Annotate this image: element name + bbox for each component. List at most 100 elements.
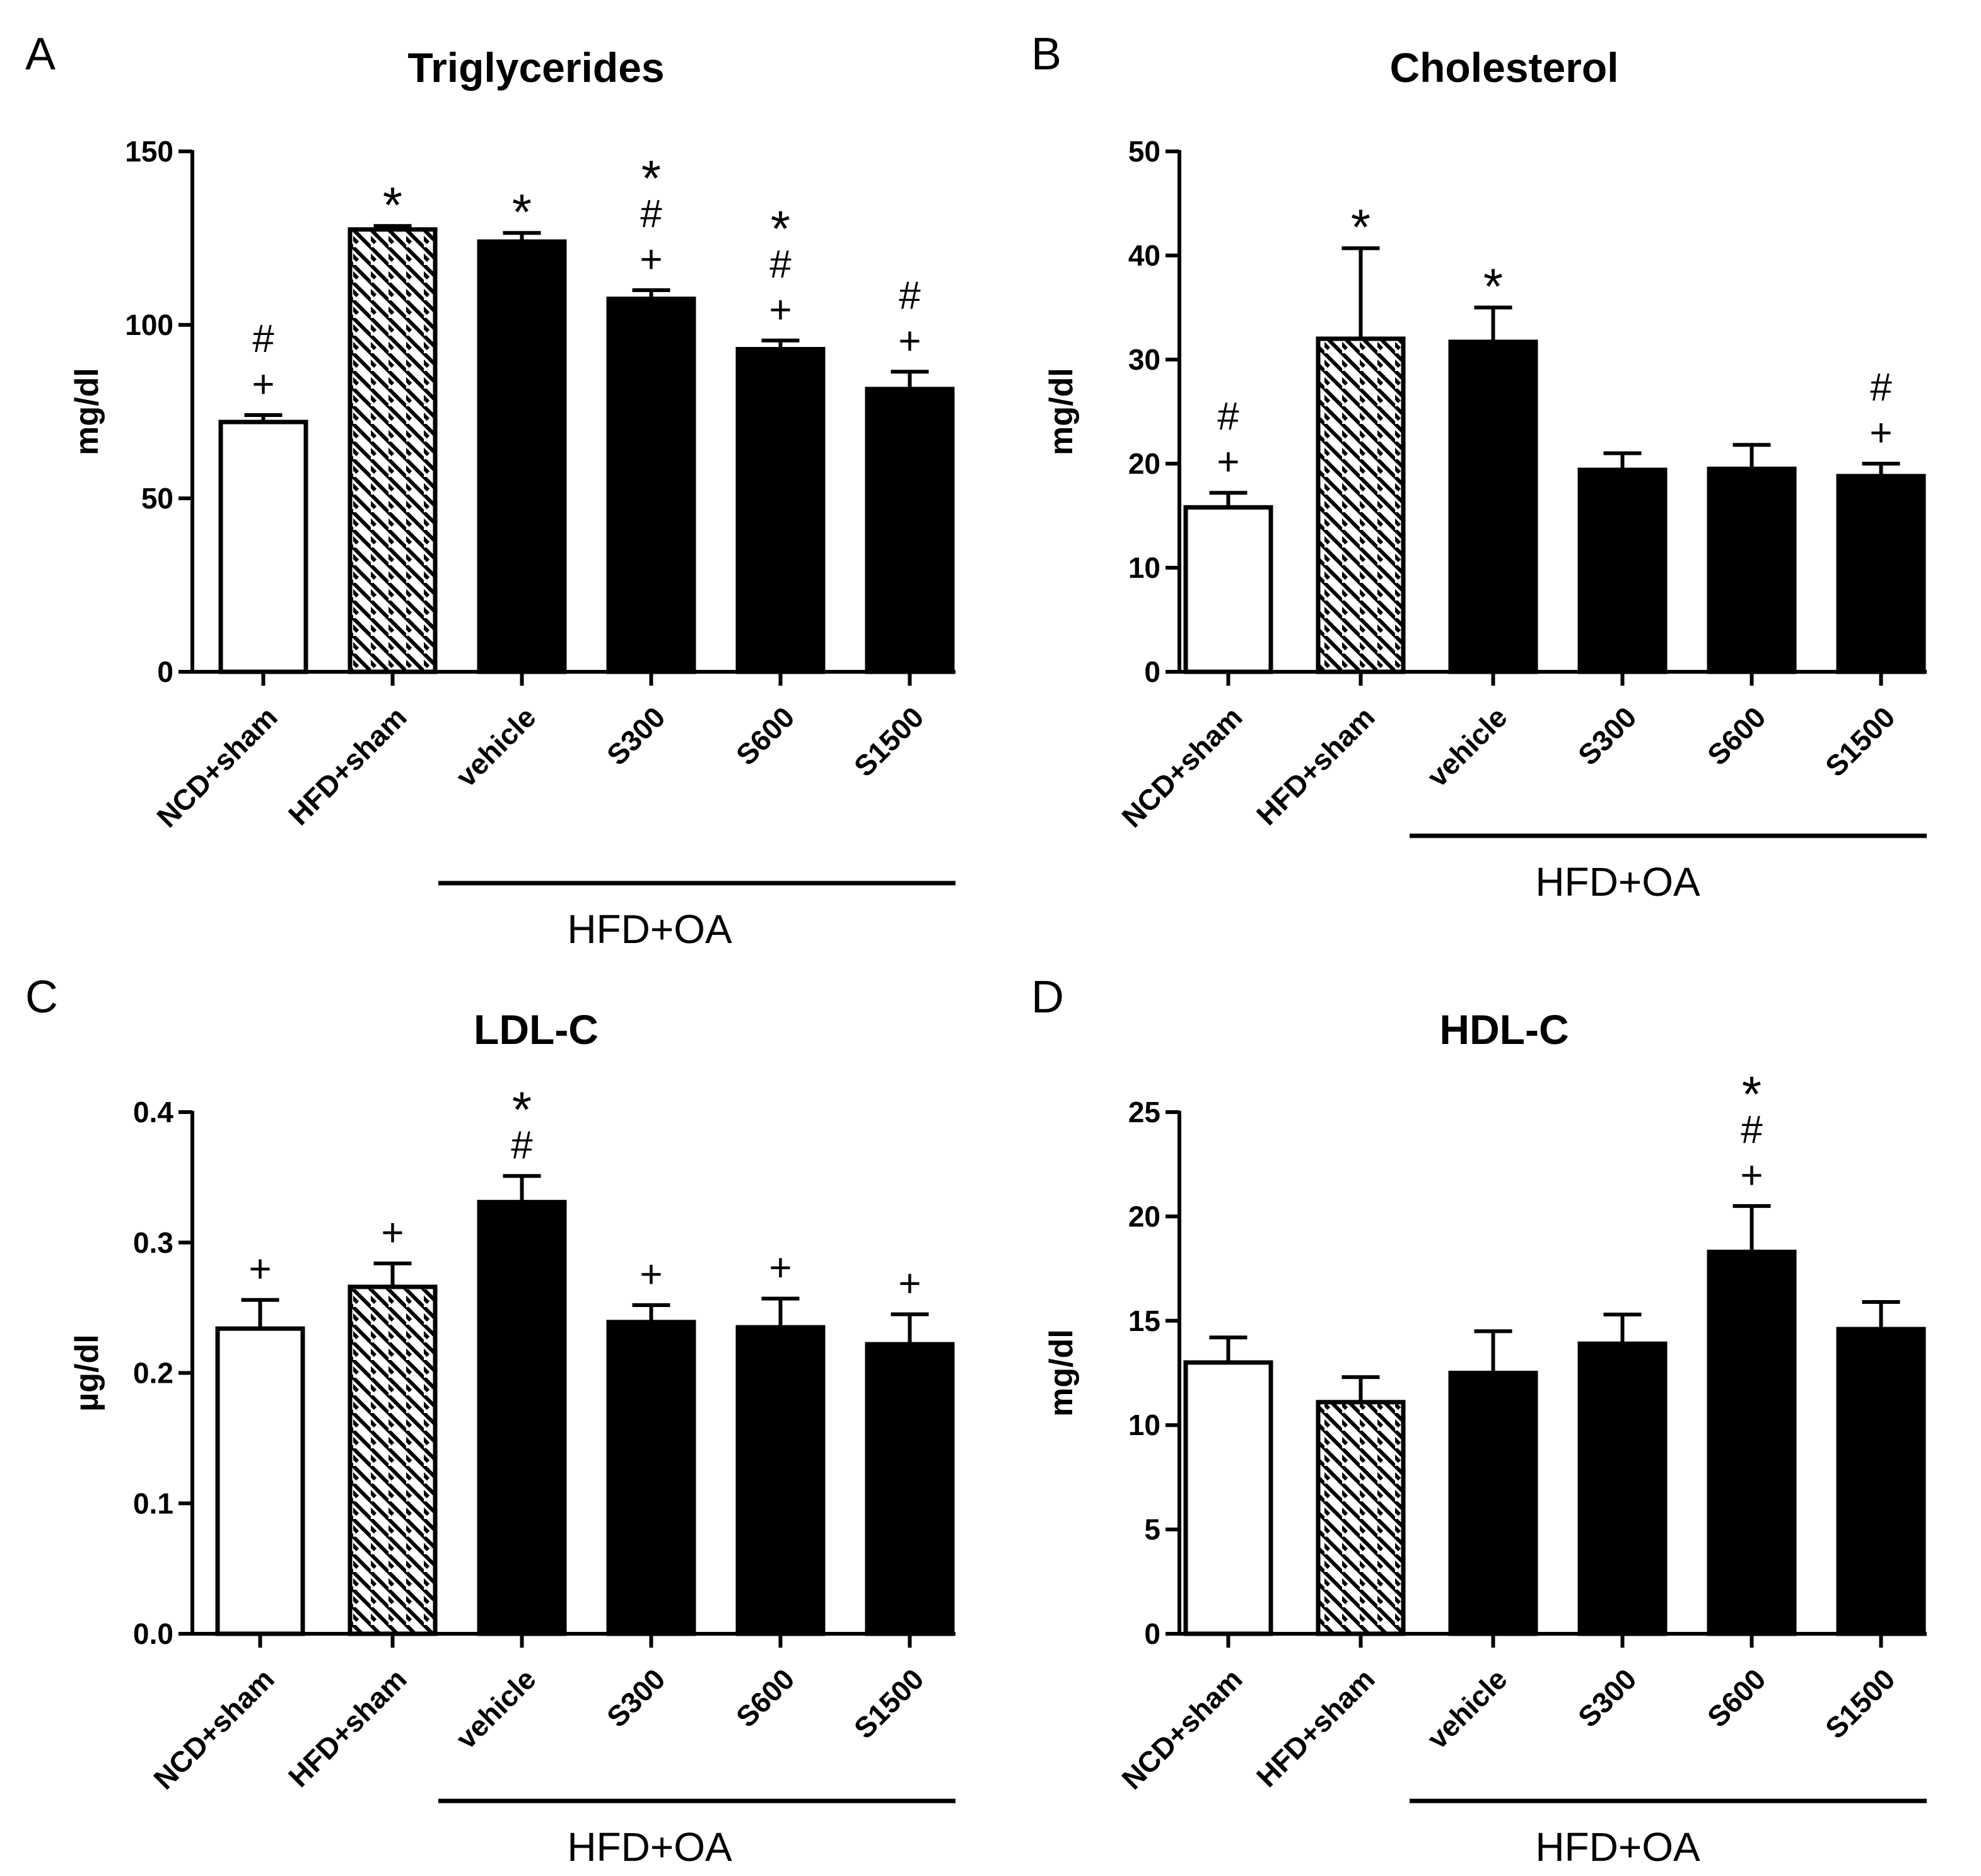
bar-s600 xyxy=(735,347,826,674)
y-tick-label: 25 xyxy=(1128,1096,1160,1129)
y-tick-label: 150 xyxy=(125,135,173,168)
bar-hfd-sham xyxy=(1316,1400,1406,1636)
chart-title: Cholesterol xyxy=(1389,44,1618,91)
bar-s600 xyxy=(1707,1250,1797,1636)
panel-letter: A xyxy=(25,29,56,79)
bar-ncd-sham xyxy=(1183,1360,1273,1636)
significance-marker: + xyxy=(1869,411,1892,455)
bar-ncd-sham xyxy=(1183,505,1273,674)
bar-hfd-sham xyxy=(348,227,438,674)
chart-title: LDL-C xyxy=(474,1006,599,1053)
panel-letter: D xyxy=(1031,972,1064,1023)
group-label: HFD+OA xyxy=(1535,859,1700,905)
x-tick-label: S1500 xyxy=(848,1662,930,1745)
significance-marker: # xyxy=(511,1123,533,1167)
bar-vehicle xyxy=(1448,339,1538,674)
y-tick-label: 0.0 xyxy=(133,1617,173,1650)
x-tick-label: S300 xyxy=(600,1662,672,1733)
x-tick-label: HFD+sham xyxy=(282,1662,413,1793)
bar-s300 xyxy=(606,1320,696,1636)
x-tick-label: S1500 xyxy=(848,700,930,783)
significance-marker: * xyxy=(771,201,790,257)
significance-marker: * xyxy=(512,1081,532,1137)
group-label: HFD+OA xyxy=(1535,1824,1700,1870)
x-tick-label: S600 xyxy=(1701,700,1772,771)
y-tick-label: 100 xyxy=(125,308,173,341)
significance-marker: + xyxy=(640,1253,662,1296)
panel-letter: C xyxy=(25,972,58,1023)
panel-c: C LDL-C 0.0 0.1 0.2 0.3 0.4 µg/dl NCD+sham + HFD+s… xyxy=(25,972,955,1870)
significance-marker: * xyxy=(1483,259,1503,315)
x-tick-label: NCD+sham xyxy=(1115,700,1248,833)
y-tick-label: 0 xyxy=(1144,1617,1160,1650)
y-tick-label: 20 xyxy=(1128,447,1160,480)
bar-ncd-sham xyxy=(218,419,308,674)
y-tick-label: 40 xyxy=(1128,239,1160,272)
bar-s600 xyxy=(735,1325,826,1636)
x-tick-label: S1500 xyxy=(1819,1662,1902,1745)
significance-marker: + xyxy=(252,363,274,406)
panel-letter: B xyxy=(1031,29,1061,79)
bar-hfd-sham xyxy=(348,1284,438,1636)
y-tick-label: 0 xyxy=(1144,655,1160,688)
y-axis-label: mg/dl xyxy=(1043,368,1080,455)
significance-marker: * xyxy=(383,177,402,233)
bar-s1500 xyxy=(1836,474,1926,674)
x-tick-label: S600 xyxy=(1701,1662,1772,1733)
chart-title: HDL-C xyxy=(1439,1006,1569,1053)
bar-ncd-sham xyxy=(215,1326,305,1636)
bar-s300 xyxy=(606,296,696,674)
y-tick-label: 20 xyxy=(1128,1200,1160,1233)
significance-marker: + xyxy=(248,1248,271,1291)
y-axis-label: mg/dl xyxy=(1043,1329,1080,1417)
significance-marker: # xyxy=(899,274,921,317)
significance-marker: * xyxy=(1351,199,1370,255)
y-tick-label: 0.2 xyxy=(133,1357,173,1390)
bar-vehicle xyxy=(477,1200,567,1636)
significance-marker: + xyxy=(381,1211,404,1255)
panel-a: A Triglycerides050100150mg/dlNCD+sham#+HF… xyxy=(25,29,955,952)
x-tick-label: S300 xyxy=(600,700,672,771)
y-tick-label: 0.3 xyxy=(133,1226,173,1259)
x-tick-label: vehicle xyxy=(449,700,542,793)
bar-vehicle xyxy=(477,239,567,674)
x-tick-label: vehicle xyxy=(1420,700,1513,793)
y-axis-label: µg/dl xyxy=(69,1334,105,1411)
x-tick-label: NCD+sham xyxy=(147,1662,280,1795)
significance-marker: + xyxy=(769,288,792,332)
significance-marker: # xyxy=(1870,366,1892,409)
bar-s1500 xyxy=(865,387,955,674)
y-tick-label: 15 xyxy=(1128,1304,1160,1337)
significance-marker: + xyxy=(1217,440,1239,484)
bar-vehicle xyxy=(1448,1371,1538,1636)
y-axis-label: mg/dl xyxy=(69,368,105,455)
x-tick-label: S600 xyxy=(730,700,801,771)
panel-b: B Cholesterol01020304050mg/dlNCD+sham#+HF… xyxy=(1031,29,1927,905)
bar-s1500 xyxy=(865,1342,955,1636)
y-tick-label: 50 xyxy=(1128,135,1160,168)
y-tick-label: 50 xyxy=(141,482,173,515)
x-tick-label: NCD+sham xyxy=(150,700,283,833)
significance-marker: + xyxy=(898,1262,921,1305)
significance-marker: + xyxy=(769,1246,792,1290)
bar-hfd-sham xyxy=(1316,336,1406,674)
x-tick-label: S1500 xyxy=(1819,700,1902,783)
significance-marker: * xyxy=(1742,1066,1762,1122)
bar-s300 xyxy=(1577,467,1668,674)
significance-marker: # xyxy=(640,192,662,236)
significance-marker: # xyxy=(769,243,792,286)
bar-s1500 xyxy=(1836,1327,1926,1636)
significance-marker: # xyxy=(1741,1108,1763,1152)
bar-s300 xyxy=(1577,1341,1668,1636)
y-tick-label: 0.4 xyxy=(133,1096,173,1129)
panel-d: D HDL-C 0 5 10 15 20 25 mg/dl NCD+sham HFD+sham veh… xyxy=(1031,972,1927,1870)
x-tick-label: S300 xyxy=(1572,700,1643,771)
y-tick-label: 0.1 xyxy=(133,1487,173,1520)
bar-s600 xyxy=(1707,466,1797,674)
x-tick-label: NCD+sham xyxy=(1115,1662,1248,1795)
y-tick-label: 10 xyxy=(1128,1409,1160,1441)
y-tick-label: 5 xyxy=(1144,1513,1160,1546)
y-tick-label: 10 xyxy=(1128,551,1160,584)
significance-marker: + xyxy=(640,238,662,281)
